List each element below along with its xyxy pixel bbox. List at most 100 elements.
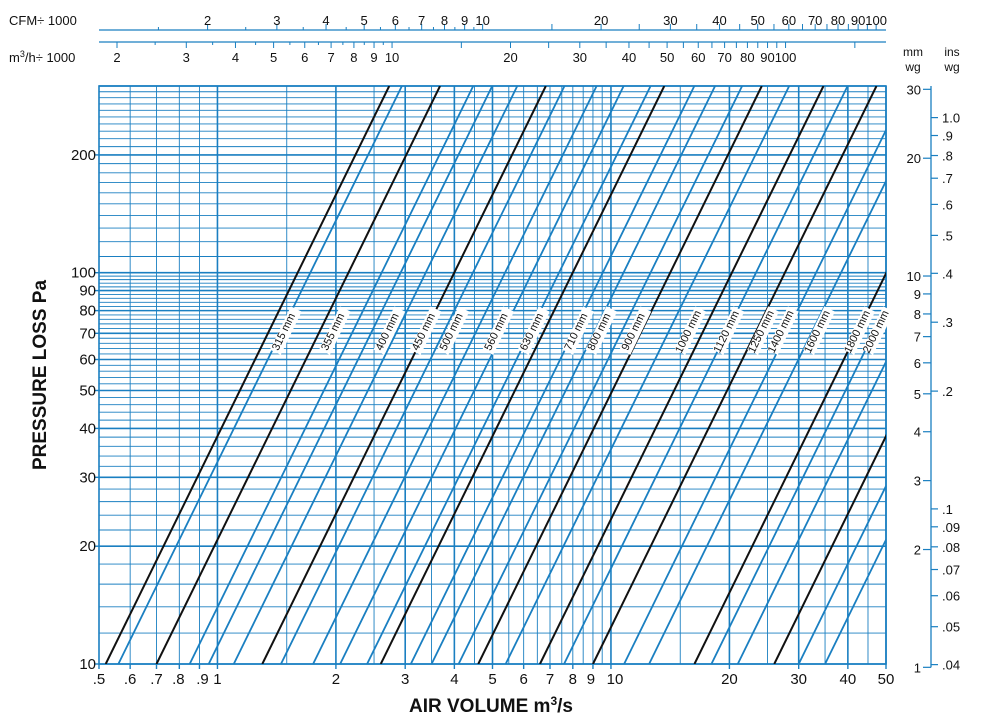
series-line-11 [366,86,652,664]
y-tick-label: 10 [79,656,96,673]
x-tick-label: 1 [213,671,221,688]
series-line-2000-mm [797,483,886,664]
cfm-scale-label-value: 3 [273,13,280,28]
mm-wg-label: 7 [914,330,921,345]
series-line-13 [409,86,696,664]
x-tick-label: 5 [488,671,496,688]
series-label-backing [674,306,707,355]
x-tick-label: 40 [840,671,857,688]
mm-wg-label: 5 [914,387,921,402]
y-tick-label: 50 [79,382,96,399]
m3h-scale-label-value: 5 [270,50,277,65]
cfm-scale-label: CFM÷ 1000 [9,13,77,28]
ins-wg-label: .6 [942,197,953,212]
series-line-355-mm [155,86,441,664]
series-line-2 [117,86,403,664]
ins-wg-label: .1 [942,502,953,517]
cfm-scale-label-value: 6 [392,13,399,28]
cfm-scale-label-value: 40 [712,13,726,28]
x-tick-label: .5 [93,671,106,688]
y-tick-label: 70 [79,325,96,342]
series-line-28 [824,537,886,664]
m3h-scale-label-value: 100 [775,50,797,65]
axes: .5 .6 .7 .8 .9 1 2 3 4 5 6 7 8 9 10 20 30 40 50 10 20 30 40 50 6… [71,147,894,688]
series-label-backing [585,306,618,355]
m3h-scale-label-end: /h÷ 1000 [25,50,76,65]
series-line-5 [207,86,494,664]
cfm-scale-label-value: 80 [831,13,845,28]
series-label-backing [803,306,836,355]
m3h-scale-label-value: 8 [350,50,357,65]
mm-wg-label: 9 [914,287,921,302]
mm-wg-header-line1: mm [903,45,923,59]
m3h-scale-label-value: 90 [760,50,774,65]
y-tick-label: 100 [71,265,96,282]
series-label-backing [712,306,745,355]
series-line-1250-mm [693,271,886,664]
ins-wg-label: .8 [942,149,953,164]
series-line-1800-mm [773,433,886,664]
m3h-scale-label-value: 30 [573,50,587,65]
series-line-1000-mm [592,86,878,664]
series-label-backing [843,306,876,355]
x-tick-label: .7 [150,671,163,688]
y-tick-label: 80 [79,303,96,320]
series-label-backing [269,306,302,355]
y-tick-label: 90 [79,283,96,300]
x-tick-label: 8 [569,671,577,688]
mm-wg-label: 1 [914,660,921,675]
x-tick-label: .9 [196,671,209,688]
mm-wg-label: 4 [914,425,921,440]
m3h-scale-label-value: 70 [717,50,731,65]
x-tick-label: 9 [587,671,595,688]
x-axis-title: AIR VOLUME m3/s [409,694,573,717]
m3h-scale-label-value: 2 [113,50,120,65]
x-tick-label: 2 [332,671,340,688]
m3h-scale-label-value: 60 [691,50,705,65]
series-line-630-mm [430,86,716,664]
right-scales: 1 2 3 4 5 6 7 8 9 10 20 30 .04 .05 .06 .07 .08 .09 .1 .2 .3.… [907,82,961,675]
x-tick-label: 6 [519,671,527,688]
m3h-scale-label-main: m [9,50,20,65]
series-line-315-mm [104,86,391,664]
y-axis-title: PRESSURE LOSS Pa [30,280,51,470]
mm-wg-label: 20 [907,151,921,166]
cfm-scale-label-value: 50 [750,13,764,28]
x-tick-label: 20 [721,671,738,688]
series-line-800-mm [504,86,790,664]
y-tick-label: 30 [79,469,96,486]
series-label-backing [862,306,894,355]
mm-wg-label: 8 [914,307,921,322]
x-tick-label: 4 [450,671,458,688]
ins-wg-header-line2: wg [943,60,959,74]
ins-wg-label: .9 [942,129,953,144]
series-line-710-mm [477,86,763,664]
series-line-400-mm [261,86,547,664]
m3h-scale-label-value: 3 [183,50,190,65]
cfm-scale-label-value: 10 [475,13,489,28]
m3h-scale-label-value: 50 [660,50,674,65]
ins-wg-label: .2 [942,384,953,399]
plot-grid [98,85,887,665]
x-tick-label: 30 [790,671,807,688]
ins-wg-label: .3 [942,315,953,330]
cfm-scale-label-value: 8 [441,13,448,28]
cfm-scale-label-value: 2 [204,13,211,28]
cfm-scale-label-value: 70 [808,13,822,28]
m3h-scale-label-value: 40 [622,50,636,65]
ins-wg-label: .04 [942,658,960,673]
series-label-backing [373,306,406,355]
y-tick-label: 60 [79,352,96,369]
ins-wg-label: .05 [942,620,960,635]
cfm-scale-label-value: 4 [322,13,329,28]
x-tick-label: 3 [401,671,409,688]
ins-wg-label: .7 [942,171,953,186]
series-line-450-mm [312,86,598,664]
series-label-backing [767,306,799,355]
ins-wg-label: .5 [942,228,953,243]
series-line-1120-mm [648,179,886,664]
ins-wg-label: .08 [942,540,960,555]
x-tick-label: 50 [878,671,895,688]
series-line-6 [232,86,519,664]
x-tick-label: 7 [546,671,554,688]
